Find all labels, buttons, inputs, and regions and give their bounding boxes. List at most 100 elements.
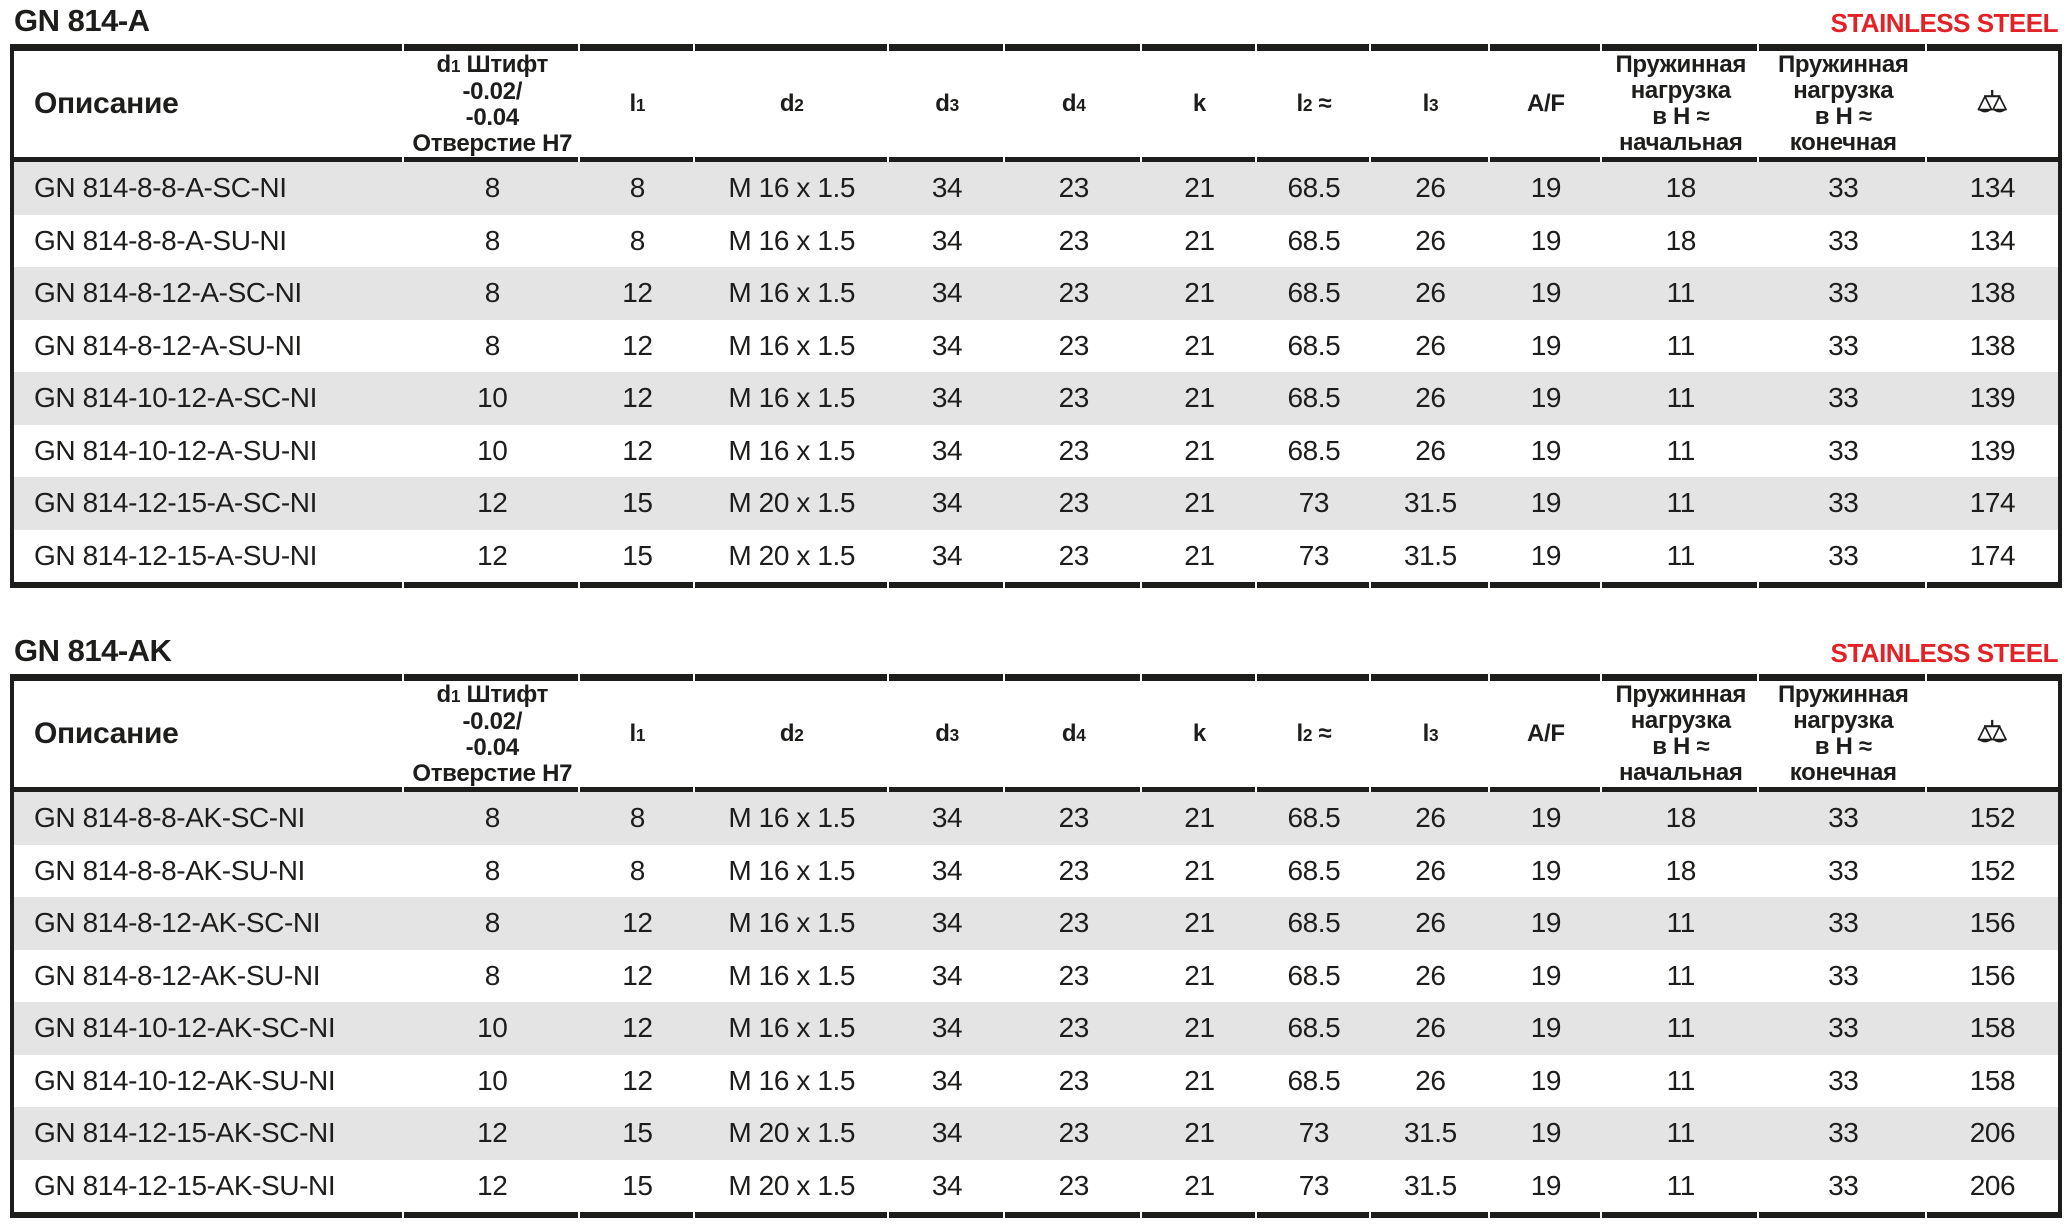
cell-l3: 26 <box>1415 172 1446 204</box>
cell-l2: 68.5 <box>1287 172 1341 204</box>
cell-d3: 34 <box>931 1169 963 1201</box>
cell-k: 21 <box>1184 224 1215 256</box>
cell-l1: 12 <box>622 1012 653 1044</box>
cell-spring-initial: 11 <box>1666 434 1696 466</box>
column-header-k: k <box>1142 91 1256 117</box>
cell-d3: 34 <box>931 854 963 886</box>
cell-l2: 68.5 <box>1287 434 1341 466</box>
cell-d2: M 20 x 1.5 <box>728 1169 856 1201</box>
cell-d1: 8 <box>484 854 501 886</box>
cell-l2: 68.5 <box>1287 1012 1341 1044</box>
border-segment <box>1005 157 1143 162</box>
cell-description: GN 814-10-12-A-SC-NI <box>34 382 317 414</box>
cell-af: 19 <box>1530 1169 1562 1201</box>
cell-description: GN 814-8-12-A-SC-NI <box>34 277 302 309</box>
cell-description: GN 814-8-12-A-SU-NI <box>34 329 302 361</box>
table-title: GN 814-AK <box>14 633 172 668</box>
cell-weight: 206 <box>1969 1169 2016 1201</box>
table-row: GN 814-8-8-A-SU-NI 8 8 M 16 x 1.5 34 23 21 68.5… <box>14 215 2058 268</box>
column-header-weight <box>1927 89 2058 119</box>
cell-d4: 23 <box>1058 539 1090 571</box>
border-segment <box>1005 787 1143 792</box>
cell-d2: M 16 x 1.5 <box>728 907 856 939</box>
cell-d4: 23 <box>1058 907 1090 939</box>
cell-d1: 10 <box>477 1064 508 1096</box>
stainless-steel-badge: STAINLESS STEEL <box>1830 638 2059 668</box>
border-segment <box>404 674 581 681</box>
table-row: GN 814-8-12-A-SU-NI 8 12 M 16 x 1.5 34 23 21 68… <box>14 320 2058 373</box>
header-label: Описание <box>34 717 179 750</box>
border-segment <box>1371 1212 1490 1218</box>
border-segment <box>1927 1212 2058 1218</box>
cell-d4: 23 <box>1058 854 1090 886</box>
cell-spring-initial: 11 <box>1666 539 1696 571</box>
column-header-spring-final: Пружинная нагрузка в H ≈ конечная <box>1759 52 1927 156</box>
border-segment <box>1602 44 1760 51</box>
header-label: -0.04 <box>465 733 520 761</box>
column-header-l1: l1 <box>580 720 694 748</box>
cell-description: GN 814-8-8-A-SU-NI <box>34 224 287 256</box>
cell-description: GN 814-12-15-AK-SC-NI <box>34 1117 336 1149</box>
table-row: GN 814-12-15-AK-SC-NI 12 15 M 20 x 1.5 34 23 2… <box>14 1107 2058 1160</box>
cell-l3: 31.5 <box>1403 539 1457 571</box>
scale-icon <box>1978 89 2008 113</box>
cell-d2: M 16 x 1.5 <box>728 277 856 309</box>
border-segment <box>1371 582 1490 588</box>
header-label: l3 <box>1422 719 1439 747</box>
table-border-bar <box>14 674 2058 681</box>
cell-weight: 156 <box>1969 907 2016 939</box>
header-label: начальная <box>1618 129 1743 156</box>
cell-af: 19 <box>1530 1012 1562 1044</box>
table-row: GN 814-12-15-A-SU-NI 12 15 M 20 x 1.5 34 23 21… <box>14 530 2058 583</box>
cell-af: 19 <box>1530 382 1562 414</box>
table-body: GN 814-8-8-AK-SC-NI 8 8 M 16 x 1.5 34 23 21 68.… <box>14 792 2058 1212</box>
border-segment <box>694 157 889 162</box>
table-border-bar <box>14 44 2058 51</box>
border-segment <box>404 582 581 588</box>
cell-d2: M 16 x 1.5 <box>728 172 856 204</box>
cell-l3: 26 <box>1415 907 1446 939</box>
cell-d1: 12 <box>477 487 508 519</box>
cell-l3: 26 <box>1415 1012 1446 1044</box>
cell-d1: 8 <box>484 959 501 991</box>
border-segment <box>1371 157 1490 162</box>
cell-l1: 12 <box>622 382 653 414</box>
cell-l3: 26 <box>1415 329 1446 361</box>
cell-d1: 12 <box>477 1117 508 1149</box>
cell-description: GN 814-8-8-A-SC-NI <box>34 172 287 204</box>
cell-spring-initial: 11 <box>1666 382 1696 414</box>
cell-spring-initial: 11 <box>1666 1064 1696 1096</box>
cell-l2: 68.5 <box>1287 1064 1341 1096</box>
cell-description: GN 814-8-12-AK-SC-NI <box>34 907 321 939</box>
border-segment <box>1142 787 1257 792</box>
cell-weight: 156 <box>1969 959 2016 991</box>
cell-description: GN 814-10-12-A-SU-NI <box>34 434 317 466</box>
table-border-bar <box>14 582 2058 588</box>
cell-k: 21 <box>1184 1117 1215 1149</box>
cell-spring-final: 33 <box>1828 802 1859 834</box>
cell-d2: M 16 x 1.5 <box>728 802 856 834</box>
cell-spring-final: 33 <box>1828 224 1859 256</box>
cell-d3: 34 <box>931 434 963 466</box>
border-segment <box>1371 787 1490 792</box>
border-segment <box>888 674 1006 681</box>
cell-weight: 174 <box>1969 487 2016 519</box>
cell-d3: 34 <box>931 172 963 204</box>
cell-d2: M 16 x 1.5 <box>728 1012 856 1044</box>
border-segment <box>1142 157 1257 162</box>
cell-d4: 23 <box>1058 959 1090 991</box>
cell-l1: 8 <box>629 802 646 834</box>
cell-k: 21 <box>1184 1012 1215 1044</box>
border-segment <box>1759 787 1928 792</box>
cell-d4: 23 <box>1058 277 1090 309</box>
column-header-af: A/F <box>1490 91 1602 117</box>
border-segment <box>1256 1212 1372 1218</box>
header-label: начальная <box>1618 759 1743 786</box>
border-segment <box>1759 582 1928 588</box>
border-segment <box>580 44 695 51</box>
cell-l2: 68.5 <box>1287 907 1341 939</box>
header-label: d4 <box>1061 719 1086 747</box>
cell-d3: 34 <box>931 959 963 991</box>
header-label: Пружинная <box>1615 51 1747 78</box>
header-label: d1 Штифт <box>436 50 549 78</box>
